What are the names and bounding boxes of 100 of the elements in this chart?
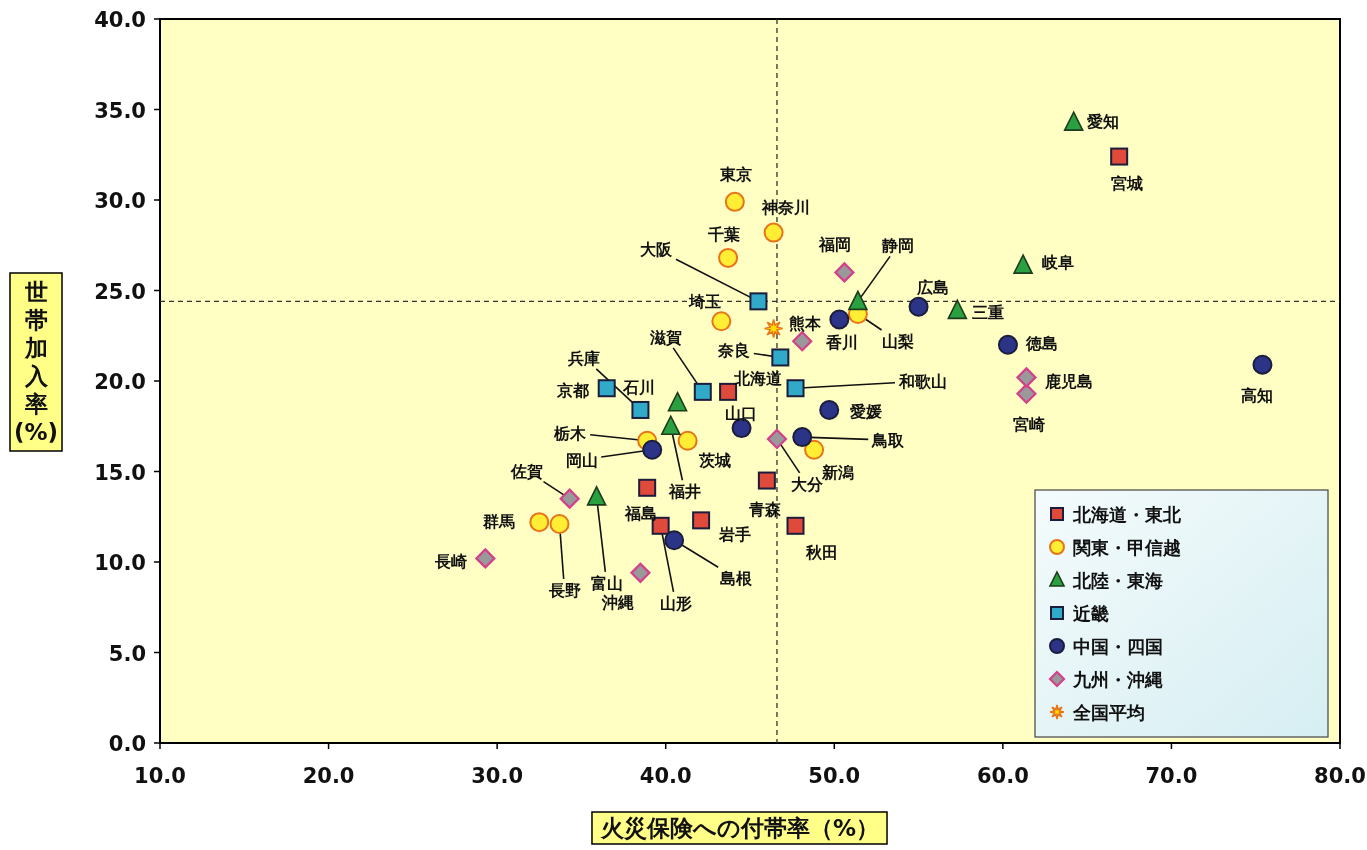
annotation: 三重 <box>972 303 1005 323</box>
annotation: 茨城 <box>697 450 731 470</box>
y-tick-label: 5.0 <box>108 641 146 666</box>
annotation: 岡山 <box>566 450 599 470</box>
point <box>693 382 712 401</box>
point <box>908 296 929 317</box>
point <box>766 428 788 450</box>
y-tick-label: 25.0 <box>94 279 146 304</box>
annotation: 大阪 <box>640 240 674 260</box>
annotation: 石川 <box>621 377 655 397</box>
point <box>660 415 681 436</box>
point <box>792 427 813 448</box>
annotation: 高知 <box>1241 385 1274 405</box>
point <box>559 488 580 509</box>
point <box>667 391 688 412</box>
legend-label: 関東・甲信越 <box>1073 537 1181 558</box>
point <box>529 512 550 533</box>
annotation: 大分 <box>790 474 824 494</box>
annotation: 鳥取 <box>871 431 906 451</box>
point <box>763 318 784 339</box>
annotation: 奈良 <box>717 341 751 361</box>
annotation: 宮城 <box>1111 173 1144 193</box>
point <box>677 430 698 451</box>
annotation: 徳島 <box>1024 333 1058 353</box>
legend-label: 中国・四国 <box>1073 636 1163 657</box>
point <box>1063 111 1084 131</box>
annotation: 佐賀 <box>509 461 543 481</box>
x-tick-label: 50.0 <box>808 764 861 788</box>
x-tick-label: 70.0 <box>1145 764 1198 788</box>
y-tick-label: 10.0 <box>94 551 146 575</box>
annotation: 長崎 <box>434 552 468 572</box>
point <box>724 191 745 212</box>
annotation: 広島 <box>915 277 949 297</box>
point <box>786 516 805 535</box>
annotation: 山口 <box>724 404 757 424</box>
x-tick-label: 10.0 <box>134 764 186 788</box>
annotation: 山形 <box>659 593 692 613</box>
point <box>475 548 496 569</box>
annotation: 静岡 <box>880 236 914 256</box>
point <box>638 478 657 497</box>
point <box>642 439 663 460</box>
point <box>763 222 784 243</box>
annotation: 愛知 <box>1086 112 1119 132</box>
annotation: 兵庫 <box>567 348 601 368</box>
y-tick-label: 30.0 <box>94 189 146 213</box>
annotation: 宮崎 <box>1013 414 1046 434</box>
y-axis-title: 世帯加入率(%) <box>13 279 59 445</box>
point <box>848 290 868 311</box>
point <box>997 334 1018 355</box>
annotation: 岩手 <box>718 525 752 545</box>
x-tick-label: 20.0 <box>302 764 355 788</box>
y-tick-label: 35.0 <box>94 98 146 123</box>
annotation: 山梨 <box>881 332 914 352</box>
annotation: 栃木 <box>553 423 588 443</box>
legend-label: 九州・沖縄 <box>1072 669 1163 690</box>
x-tick-label: 60.0 <box>976 764 1029 788</box>
annotation: 福井 <box>667 482 701 502</box>
y-tick-label: 0.0 <box>108 732 146 756</box>
point <box>711 311 732 332</box>
x-axis-title: 火災保険への付帯率（%） <box>599 815 880 841</box>
point <box>792 331 813 352</box>
point <box>834 262 855 283</box>
annotation: 鹿児島 <box>1044 372 1094 392</box>
point <box>631 400 650 419</box>
point <box>819 399 840 420</box>
x-tick-label: 40.0 <box>639 764 692 788</box>
point <box>757 471 776 490</box>
annotation: 福島 <box>624 503 658 523</box>
point <box>804 439 825 460</box>
legend-label: 近畿 <box>1072 603 1109 624</box>
point <box>549 513 570 534</box>
annotation: 富山 <box>590 573 623 593</box>
point <box>771 348 790 367</box>
annotation: 和歌山 <box>897 372 947 392</box>
point <box>664 530 685 551</box>
point <box>1016 367 1037 388</box>
annotation: 秋田 <box>804 542 838 562</box>
point <box>586 486 607 506</box>
annotation: 福岡 <box>818 235 852 255</box>
annotation: 神奈川 <box>760 197 810 217</box>
point <box>718 247 739 268</box>
annotation: 長野 <box>547 580 581 600</box>
point <box>947 299 968 320</box>
legend-label: 北陸・東海 <box>1072 570 1163 591</box>
y-tick-label: 40.0 <box>94 8 146 32</box>
x-tick-label: 80.0 <box>1314 764 1366 788</box>
annotation: 群馬 <box>482 512 516 532</box>
annotation: 島根 <box>720 569 754 589</box>
annotation: 熊本 <box>789 314 823 334</box>
y-tick-label: 20.0 <box>94 370 146 394</box>
annotation: 愛媛 <box>850 401 883 421</box>
legend-label: 全国平均 <box>1072 702 1145 723</box>
point <box>630 562 651 583</box>
point <box>786 379 805 398</box>
point <box>1013 254 1033 274</box>
annotation: 青森 <box>747 499 782 519</box>
point <box>829 309 850 330</box>
annotation: 岐阜 <box>1042 253 1075 273</box>
annotation: 香川 <box>825 333 859 353</box>
annotation: 沖縄 <box>601 592 635 612</box>
